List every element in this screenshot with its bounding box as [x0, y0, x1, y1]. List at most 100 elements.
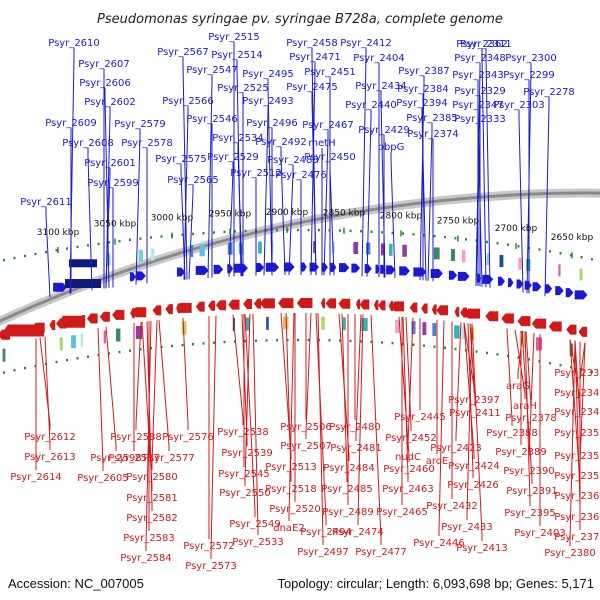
- forward-gene-label: Psyr_2347: [452, 100, 504, 111]
- tick-dot: [444, 346, 446, 349]
- forward-gene-label: Psyr_2565: [167, 175, 219, 186]
- tick-dot: [465, 238, 467, 241]
- forward-gene-label: Psyr_2566: [162, 96, 214, 107]
- forward-label-leader: [427, 123, 433, 281]
- label-leader-lines: [35, 42, 586, 559]
- tick-dot: [496, 353, 499, 356]
- forward-gene-label: Psyr_2451: [304, 67, 356, 78]
- tick-dot: [192, 343, 194, 346]
- forward-annotation-block: [499, 255, 504, 268]
- reverse-gene-label: Psyr_2336: [554, 368, 600, 379]
- forward-gene-label: Psyr_2611: [20, 197, 72, 208]
- reverse-label-leader: [39, 337, 51, 430]
- forward-gene-label: Psyr_2387: [398, 66, 450, 77]
- map-title: Pseudomonas syringae pv. syringae B728a,…: [97, 12, 503, 27]
- reverse-annotation-block: [342, 317, 346, 331]
- tick-dot: [517, 245, 520, 248]
- reverse-label-leader: [514, 329, 526, 399]
- reverse-gene: [176, 302, 192, 313]
- reverse-gene: [296, 298, 313, 309]
- forward-gene-label: Psyr_2514: [211, 50, 263, 61]
- tick-dot: [538, 248, 541, 251]
- forward-gene-label: Psyr_2440: [345, 100, 397, 111]
- reverse-gene-label: Psyr_2353: [554, 428, 600, 439]
- forward-gene-label: Psyr_2602: [84, 97, 136, 108]
- kbp-tick-labels: 3100 kbp 3050 kbp 3000 kbp 2950 kbp 2900 kbp…: [37, 208, 593, 259]
- reverse-gene: [421, 303, 428, 314]
- tick-dot: [423, 234, 425, 237]
- forward-gene-label: Psyr_2385: [406, 113, 458, 124]
- forward-gene-label: Psyr_2610: [48, 38, 100, 49]
- tick-dot: [234, 340, 236, 343]
- reverse-label-leader: [466, 323, 473, 520]
- tick-dot: [223, 340, 226, 344]
- reverse-annotation-block: [266, 316, 269, 330]
- forward-label-leader: [481, 49, 487, 288]
- forward-label-leader: [421, 108, 427, 281]
- tick-dot: [108, 241, 110, 244]
- reverse-gene-label: Psyr_2432: [426, 501, 478, 512]
- forward-gene-label: Psyr_2311: [460, 39, 512, 50]
- reverse-gene-label: Psyr_2474: [332, 527, 384, 538]
- reverse-gene: [566, 324, 577, 335]
- tick-dot: [255, 339, 257, 342]
- tick-dot: [328, 339, 331, 342]
- forward-gene-label: Psyr_2546: [186, 114, 238, 125]
- reverse-label-leader: [521, 330, 533, 484]
- forward-gene-label: Psyr_2606: [79, 78, 131, 89]
- forward-gene-label: Psyr_2599: [87, 178, 139, 189]
- reverse-gene-label: araG: [506, 381, 530, 392]
- forward-gene-label: Psyr_2329: [454, 86, 506, 97]
- forward-gene-label: Psyr_2374: [407, 129, 459, 140]
- forward-gene-label: Psyr_2609: [45, 118, 97, 129]
- reverse-annotation-block: [59, 337, 63, 351]
- reverse-gene-label: Psyr_2345: [554, 407, 600, 418]
- genome-summary-text: Topology: circular; Length: 6,093,698 bp…: [277, 576, 594, 591]
- forward-label-leader: [263, 106, 269, 276]
- forward-annotation-block: [526, 259, 531, 272]
- reverse-gene-label: Psyr_2484: [323, 463, 375, 474]
- forward-gene: [301, 262, 307, 272]
- forward-label-leader: [310, 62, 316, 276]
- reverse-annotation-block: [395, 319, 400, 333]
- tick-dot: [118, 239, 121, 243]
- tick-dot: [87, 244, 89, 247]
- tick-dot: [370, 340, 373, 344]
- forward-gene-label: Psyr_2450: [304, 152, 356, 163]
- reverse-gene: [112, 309, 125, 320]
- reverse-label-leader: [305, 313, 312, 439]
- tick-dot: [13, 369, 16, 372]
- forward-annotation-block: [199, 244, 205, 257]
- forward-gene: [457, 271, 470, 281]
- forward-label-leader: [323, 130, 329, 276]
- forward-gene: [399, 266, 410, 276]
- tick-dot: [570, 253, 572, 257]
- forward-gene-label: Psyr_2496: [246, 118, 298, 129]
- forward-gene-label: Psyr_2547: [186, 65, 238, 76]
- kbp-tick-label: 3100 kbp: [37, 228, 80, 238]
- reverse-gene-label: Psyr_2446: [413, 538, 465, 549]
- reverse-gene: [59, 315, 85, 328]
- reverse-gene: [152, 305, 162, 316]
- reverse-gene: [86, 313, 98, 324]
- forward-annotation-block: [138, 249, 143, 262]
- forward-label-leader: [477, 110, 483, 287]
- reverse-gene-label: Psyr_2485: [321, 484, 373, 495]
- reverse-label-leader: [317, 313, 324, 545]
- tick-dot: [76, 245, 79, 249]
- tick-dot: [139, 237, 142, 240]
- reverse-annotation-block: [135, 325, 143, 339]
- reverse-gene-label: Psyr_2497: [297, 547, 349, 558]
- tick-dot-rings: [3, 228, 593, 374]
- tick-dot: [202, 342, 205, 345]
- reverse-gene-label: Psyr_2550: [219, 488, 271, 499]
- forward-strand-labels: Psyr_2610 Psyr_2607 Psyr_2606 Psyr_2602 Psyr…: [20, 32, 575, 208]
- forward-gene-label: Psyr_2434: [355, 81, 407, 92]
- reverse-label-leader: [182, 317, 189, 430]
- tick-dot: [559, 252, 562, 255]
- reverse-gene-label: Psyr_2539: [221, 448, 273, 459]
- forward-gene-label: metH: [308, 138, 335, 149]
- reverse-gene-label: Psyr_2465: [376, 507, 428, 518]
